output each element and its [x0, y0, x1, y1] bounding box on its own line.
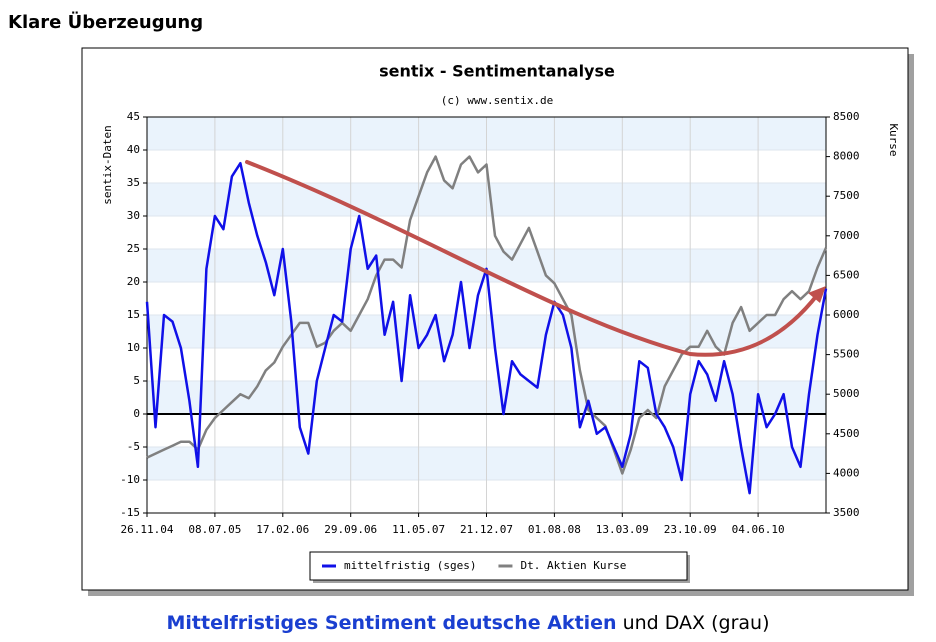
y-tick-label: 45 [127, 110, 140, 123]
y-tick-label: 10 [127, 341, 140, 354]
y-tick-label: 25 [127, 242, 140, 255]
heading: Klare Überzeugung [8, 12, 204, 33]
caption-rest: und DAX (grau) [622, 612, 770, 634]
y-tick-label: -15 [120, 506, 140, 519]
y2-tick-label: 7000 [833, 229, 860, 242]
caption-bold: Mittelfristiges Sentiment deutsche Aktie… [166, 612, 617, 634]
y2-tick-label: 6500 [833, 268, 860, 281]
x-tick-label: 01.08.08 [528, 523, 581, 536]
x-tick-label: 11.05.07 [392, 523, 445, 536]
x-tick-label: 04.06.10 [732, 523, 785, 536]
y2-tick-label: 8000 [833, 150, 860, 163]
legend-label: mittelfristig (sges) [344, 559, 476, 572]
x-tick-label: 23.10.09 [664, 523, 717, 536]
y-tick-label: 40 [127, 143, 140, 156]
y-axis-label: sentix-Daten [101, 125, 114, 204]
chart-title: sentix - Sentimentanalyse [379, 62, 615, 81]
legend-label: Dt. Aktien Kurse [520, 559, 626, 572]
y-tick-label: 0 [133, 407, 140, 420]
y-tick-label: 5 [133, 374, 140, 387]
y2-tick-label: 5000 [833, 387, 860, 400]
x-tick-label: 13.03.09 [596, 523, 649, 536]
x-tick-label: 29.09.06 [324, 523, 377, 536]
y-tick-label: 35 [127, 176, 140, 189]
y-tick-label: 30 [127, 209, 140, 222]
y2-tick-label: 5500 [833, 348, 860, 361]
chart-subtitle: (c) www.sentix.de [441, 94, 554, 107]
y2-tick-label: 4000 [833, 466, 860, 479]
series-line [146, 155, 828, 475]
y2-tick-label: 7500 [833, 189, 860, 202]
y-tick-label: -5 [127, 440, 140, 453]
plot: -15 -10 -5 0 5 10 15 20 25 30 35 40 45 3500 4000 4500 50… [120, 110, 859, 536]
trend-arrow [245, 160, 820, 357]
x-tick-label: 08.07.05 [188, 523, 241, 536]
y-tick-label: 20 [127, 275, 140, 288]
x-tick-label: 21.12.07 [460, 523, 513, 536]
y2-axis-label: Kurse [887, 123, 900, 156]
x-tick-label: 17.02.06 [256, 523, 309, 536]
y2-tick-label: 3500 [833, 506, 860, 519]
y2-tick-label: 8500 [833, 110, 860, 123]
y2-tick-label: 4500 [833, 427, 860, 440]
x-tick-label: 26.11.04 [121, 523, 174, 536]
y-tick-label: -10 [120, 473, 140, 486]
series-line [145, 161, 828, 495]
y2-tick-label: 6000 [833, 308, 860, 321]
trend-arrowhead [808, 286, 826, 303]
caption: Mittelfristiges Sentiment deutsche Aktie… [0, 612, 936, 634]
y-tick-label: 15 [127, 308, 140, 321]
